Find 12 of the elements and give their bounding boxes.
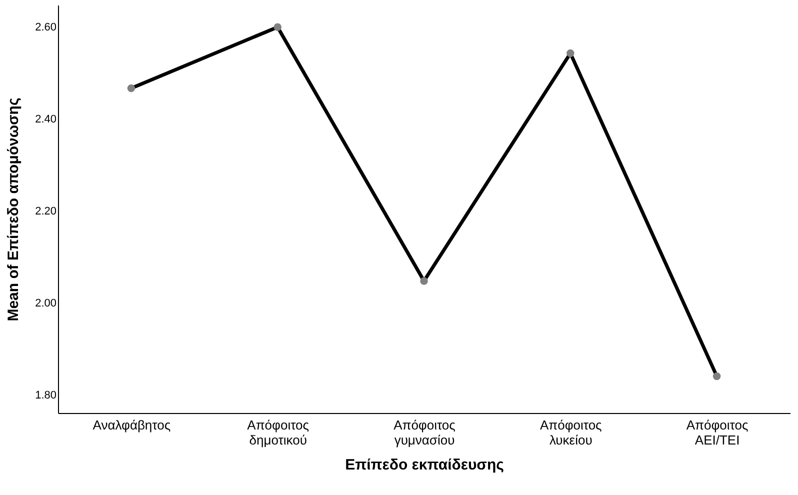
x-axis-title: Επίπεδο εκπαίδευσης	[345, 456, 504, 474]
x-tick-label: Απόφοιτος λυκείου	[540, 418, 602, 448]
y-tick-label: 2.00	[35, 298, 56, 310]
x-tick-label: Απόφοιτος ΑΕΙ/ΤΕΙ	[686, 418, 748, 448]
y-tick-label: 2.60	[35, 22, 56, 34]
y-tick-label: 2.40	[35, 114, 56, 126]
y-axis-title: Mean of Επίπεδο απομόνωσης	[5, 98, 22, 322]
x-tick-label: Απόφοιτος δημοτικού	[247, 418, 310, 448]
y-tick-label: 1.80	[35, 390, 56, 402]
x-tick-label: Απόφοιτος γυμνασίου	[394, 418, 456, 448]
x-tick-label: Αναλφάβητος	[92, 418, 171, 432]
y-tick-label: 2.20	[35, 206, 56, 218]
